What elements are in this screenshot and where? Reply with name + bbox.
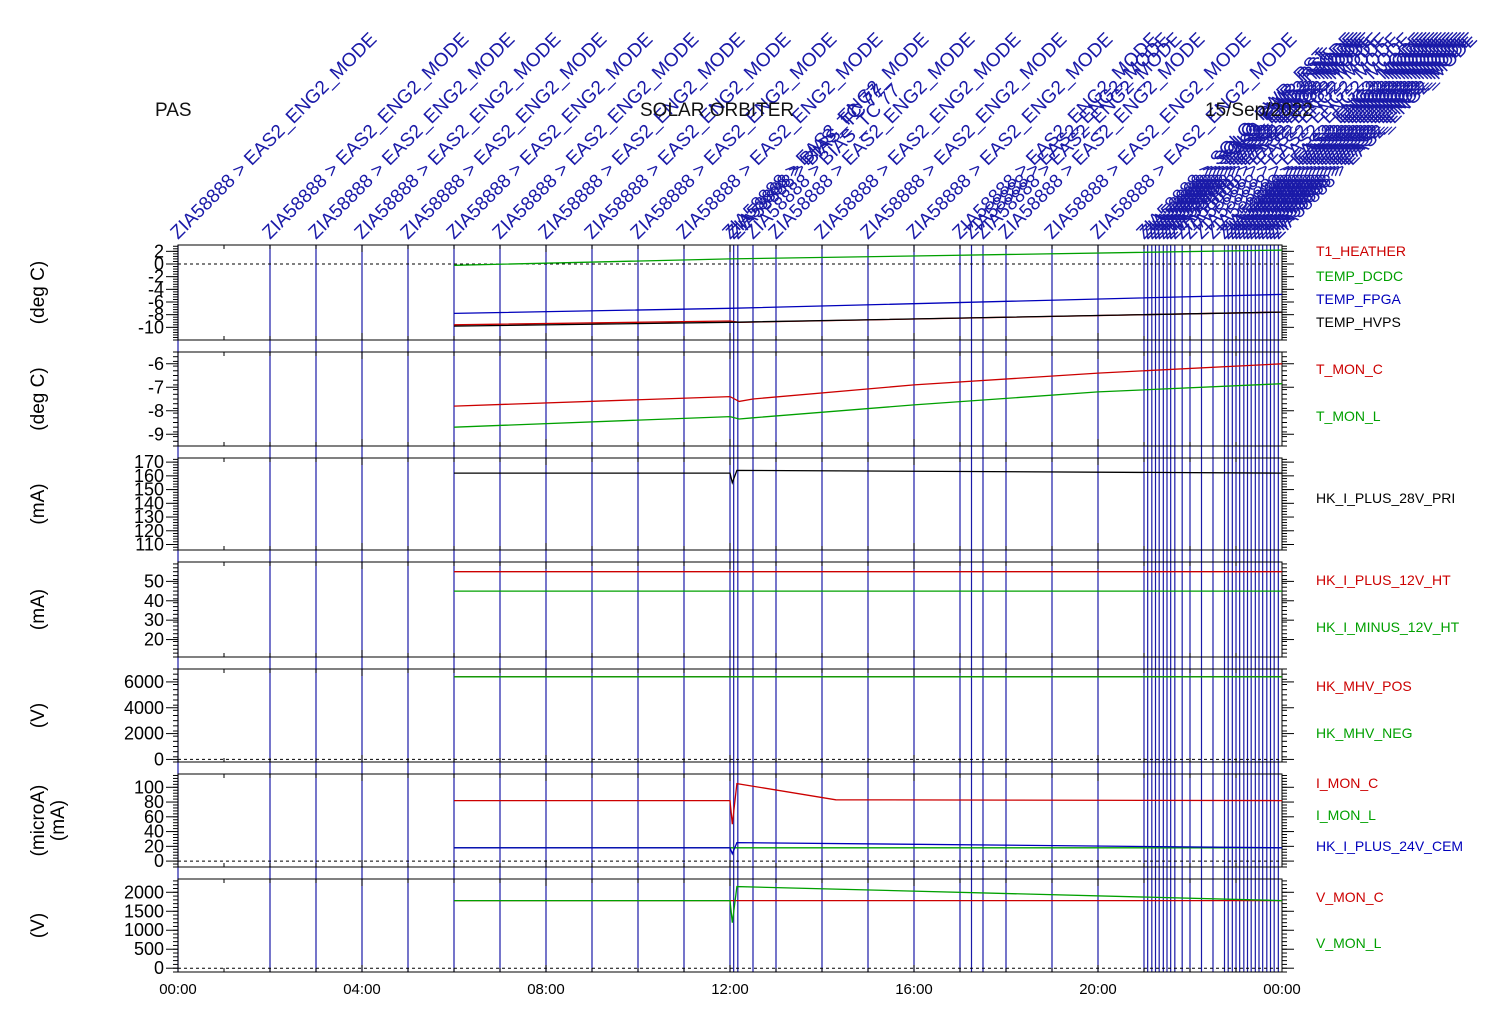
series-line <box>453 293 1283 315</box>
y-tick-label: 6000 <box>124 672 164 692</box>
y-tick-label: 20 <box>144 836 164 856</box>
x-axis: 00:00 04:00 08:00 12:00 16:00 20:00 00:00 <box>159 981 1301 998</box>
series-label: HK_MHV_POS <box>1316 678 1412 694</box>
y-axis-label: (mA) <box>28 589 49 630</box>
series-label: HK_I_PLUS_24V_CEM <box>1316 838 1463 854</box>
x-tick-label: 12:00 <box>711 981 749 998</box>
y-axis-label: (deg C) <box>28 367 49 430</box>
y-tick-label: -7 <box>148 377 164 397</box>
series-line <box>453 363 1283 407</box>
series-label: T_MON_L <box>1316 408 1381 424</box>
panels-layer: 20-2-4-6-8-10(deg C)T1_HEATHERTEMP_DCDCT… <box>28 241 1463 978</box>
y-tick-label: 0 <box>154 749 164 769</box>
y-tick-label: 140 <box>134 493 164 513</box>
series-line <box>453 383 1283 428</box>
x-tick-label: 04:00 <box>343 981 381 998</box>
y-tick-label: 150 <box>134 480 164 500</box>
x-tick-label: 08:00 <box>527 981 565 998</box>
x-tick-label: 00:00 <box>159 981 197 998</box>
series-label: HK_I_PLUS_12V_HT <box>1316 572 1451 588</box>
y-axis-label-2: (mA) <box>48 800 69 841</box>
y-tick-label: 1500 <box>124 901 164 921</box>
y-tick-label: 60 <box>144 807 164 827</box>
series-label: HK_MHV_NEG <box>1316 725 1412 741</box>
y-tick-label: -9 <box>148 424 164 444</box>
series-label: I_MON_C <box>1316 775 1378 791</box>
y-tick-label: 0 <box>154 851 164 871</box>
series-label: HK_I_MINUS_12V_HT <box>1316 619 1460 635</box>
panel-5: 6000 4000 2000 0 (V) HK_MHV_POS HK_MHV_NEG <box>28 668 1412 769</box>
series-label: TEMP_FPGA <box>1316 291 1401 307</box>
y-tick-label: -8 <box>148 401 164 421</box>
series-label: HK_I_PLUS_28V_PRI <box>1316 490 1455 506</box>
y-tick-label: 20 <box>144 630 164 650</box>
y-tick-label: 0 <box>154 254 164 274</box>
y-axis-label: (V) <box>28 703 49 728</box>
series-line <box>454 885 1283 923</box>
y-axis-label: (V) <box>28 913 49 938</box>
series-line <box>454 841 1283 856</box>
series-line <box>454 782 1283 825</box>
y-tick-label: 50 <box>144 571 164 591</box>
y-tick-label: 4000 <box>124 698 164 718</box>
y-axis-label: (microA) <box>28 785 49 857</box>
event-lines-layer <box>177 245 1279 972</box>
series-label: V_MON_C <box>1316 889 1384 905</box>
date-label: 15/Sep/2022 <box>1205 100 1313 121</box>
series-line <box>453 311 1283 327</box>
y-tick-label: 2000 <box>124 724 164 744</box>
y-tick-label: -6 <box>148 354 164 374</box>
y-tick-label: 2000 <box>124 882 164 902</box>
instrument-label: PAS <box>155 100 192 121</box>
x-tick-label: 16:00 <box>895 981 933 998</box>
series-label: T1_HEATHER <box>1316 243 1406 259</box>
series-label: T_MON_C <box>1316 361 1383 377</box>
y-tick-label: -2 <box>148 267 164 287</box>
y-tick-label: 40 <box>144 822 164 842</box>
y-axis-label: (deg C) <box>28 261 49 324</box>
y-tick-label: -10 <box>138 317 164 337</box>
x-tick-label: 20:00 <box>1079 981 1117 998</box>
y-tick-label: -8 <box>148 305 164 325</box>
series-label: TEMP_HVPS <box>1316 314 1401 330</box>
y-tick-label: 170 <box>134 452 164 472</box>
panel-1: 20-2-4-6-8-10 (deg C) T1_HEATHER TEMP_DCDC T… <box>28 241 1406 341</box>
series-label: V_MON_L <box>1316 935 1382 951</box>
mission-label: SOLAR ORBITER <box>640 100 794 121</box>
panel-2: -6 -7 -8 -9 (deg C) T_MON_C T_MON_L <box>28 351 1383 447</box>
y-tick-label: 120 <box>134 521 164 541</box>
y-tick-label: 110 <box>135 535 164 555</box>
y-tick-label: 80 <box>144 792 164 812</box>
y-tick-label: -6 <box>148 292 164 312</box>
y-tick-label: 30 <box>144 610 164 630</box>
y-tick-label: 2 <box>154 241 164 261</box>
x-tick-label: 00:00 <box>1263 981 1301 998</box>
series-line <box>453 249 1283 266</box>
series-label: I_MON_L <box>1316 807 1376 823</box>
y-tick-label: 500 <box>134 939 164 959</box>
y-tick-label: 130 <box>134 507 164 527</box>
y-tick-label: 1000 <box>124 920 164 940</box>
y-tick-label: 160 <box>134 466 164 486</box>
y-axis-label: (mA) <box>28 483 49 524</box>
series-label: TEMP_DCDC <box>1316 268 1403 284</box>
y-tick-label: -4 <box>148 279 164 299</box>
series-line <box>454 469 1283 485</box>
y-tick-label: 100 <box>134 777 164 797</box>
y-tick-label: 0 <box>154 958 164 978</box>
y-tick-label: 40 <box>144 591 164 611</box>
